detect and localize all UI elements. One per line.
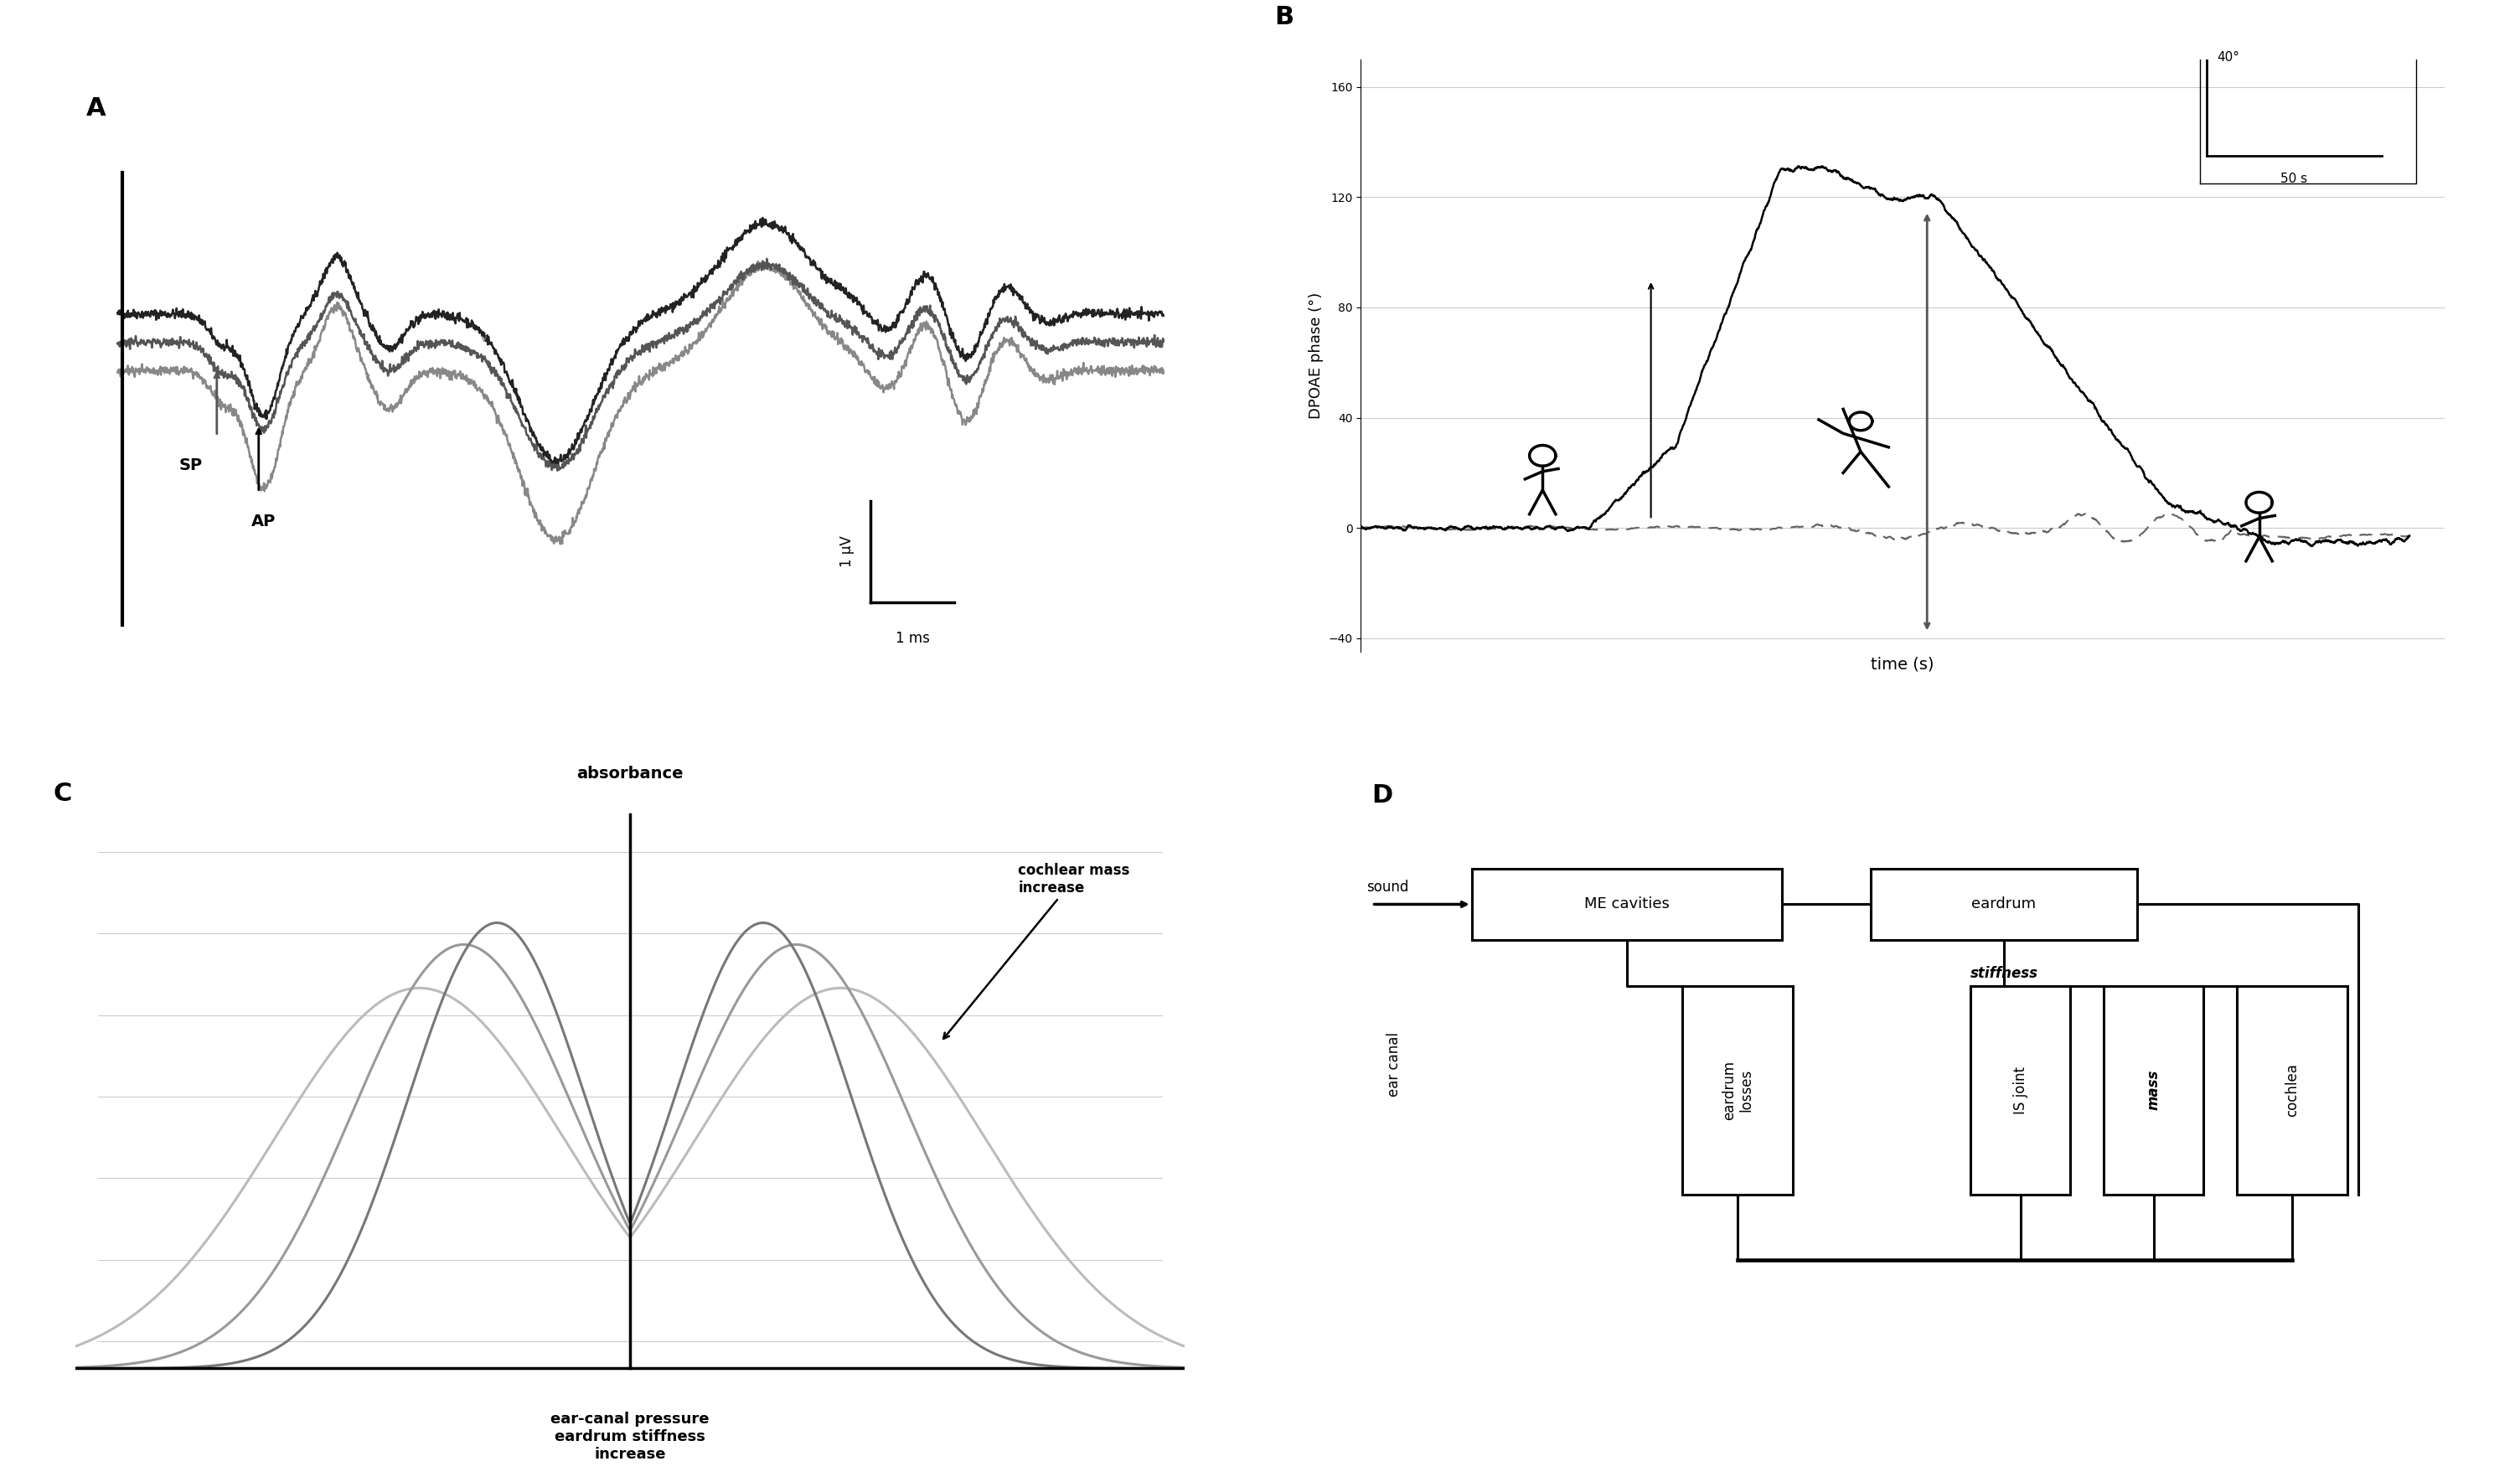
Text: B: B bbox=[1275, 6, 1293, 30]
Text: ME cavities: ME cavities bbox=[1585, 897, 1671, 911]
Text: D: D bbox=[1371, 784, 1394, 808]
Text: mass: mass bbox=[2147, 1070, 2162, 1110]
Bar bbox=[2238, 986, 2349, 1194]
Text: eardrum: eardrum bbox=[1971, 897, 2036, 911]
Y-axis label: DPOAE phase (°): DPOAE phase (°) bbox=[1308, 292, 1323, 419]
Text: eardrum
losses: eardrum losses bbox=[1721, 1060, 1754, 1120]
Text: cochlear mass
increase: cochlear mass increase bbox=[942, 863, 1129, 1039]
Text: IS joint: IS joint bbox=[2013, 1066, 2029, 1114]
X-axis label: time (s): time (s) bbox=[1870, 657, 1935, 673]
Text: ear-canal pressure
eardrum stiffness
increase: ear-canal pressure eardrum stiffness inc… bbox=[552, 1412, 708, 1461]
Text: A: A bbox=[86, 96, 106, 122]
Bar bbox=[1683, 986, 1794, 1194]
Text: cochlea: cochlea bbox=[2286, 1064, 2301, 1117]
Bar bbox=[2104, 986, 2202, 1194]
Text: 1 ms: 1 ms bbox=[895, 631, 930, 646]
Text: AP: AP bbox=[252, 514, 277, 529]
Text: stiffness: stiffness bbox=[1971, 966, 2039, 981]
Text: v: v bbox=[481, 333, 486, 345]
Text: C: C bbox=[53, 781, 73, 806]
Bar bbox=[1971, 986, 2071, 1194]
Text: 40°: 40° bbox=[2218, 50, 2240, 64]
Text: absorbance: absorbance bbox=[577, 766, 683, 781]
Text: SP: SP bbox=[179, 458, 202, 473]
Bar bbox=[1472, 868, 1782, 940]
Text: sound: sound bbox=[1366, 879, 1409, 895]
Bar bbox=[1870, 868, 2137, 940]
Text: 50 s: 50 s bbox=[2281, 172, 2308, 185]
Text: ear canal: ear canal bbox=[1386, 1031, 1401, 1097]
Text: 1 μV: 1 μV bbox=[839, 536, 854, 568]
